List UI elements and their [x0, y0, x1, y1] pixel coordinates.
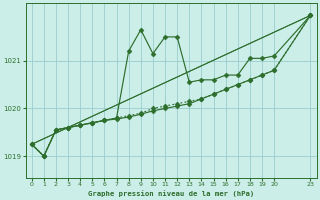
X-axis label: Graphe pression niveau de la mer (hPa): Graphe pression niveau de la mer (hPa) — [88, 190, 254, 197]
